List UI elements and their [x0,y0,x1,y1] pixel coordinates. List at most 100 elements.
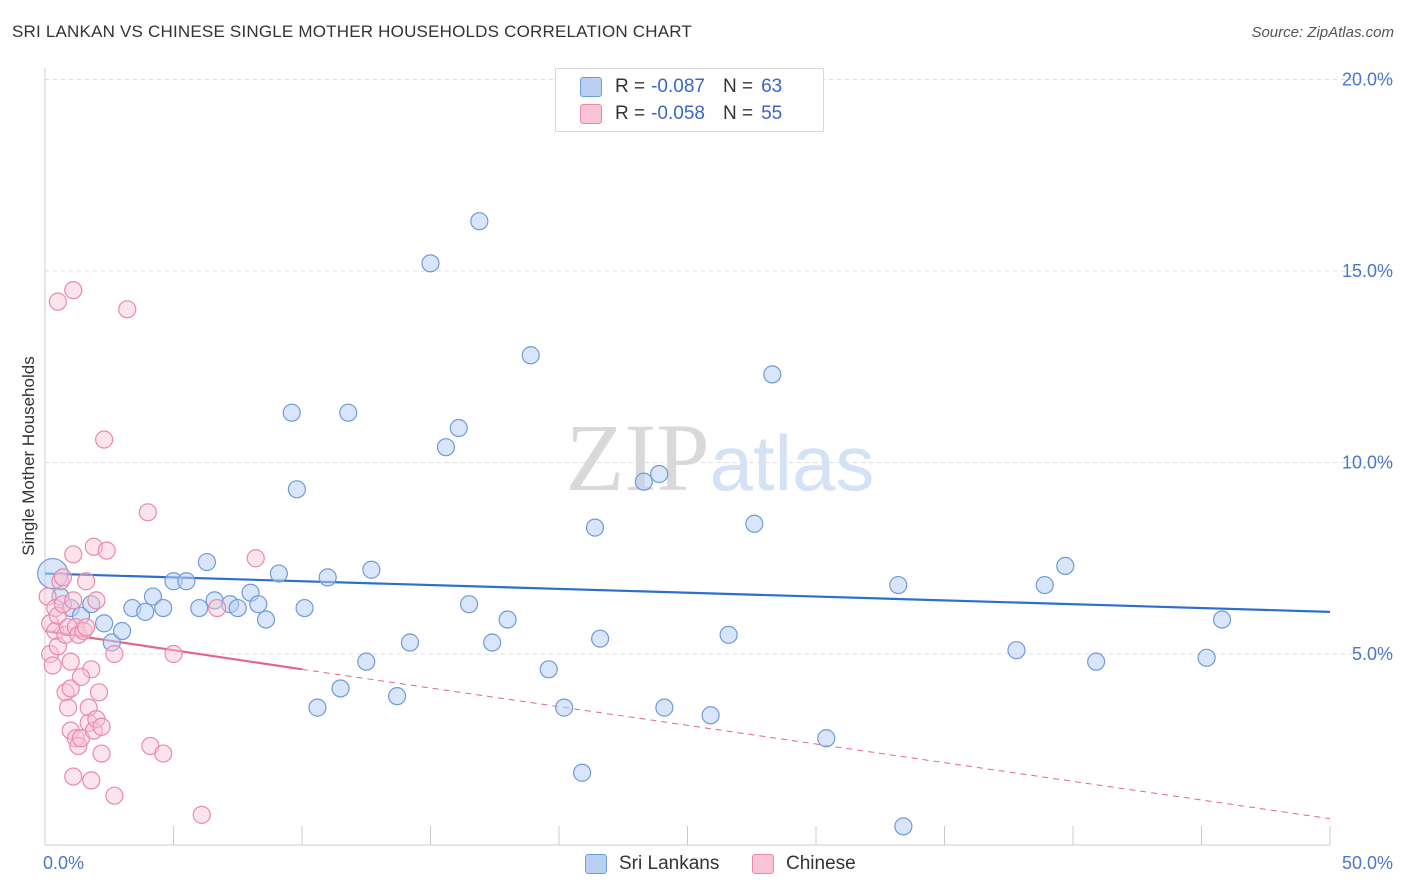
sri-lankan-point [282,403,301,422]
sri-lankan-point [817,729,836,748]
chinese-point [92,744,111,763]
series-legend-chinese: Chinese [752,851,856,877]
y-tick-label: 20.0% [1342,70,1393,90]
sri-lankan-trend-line [44,572,1331,613]
sri-lankan-point [1007,641,1026,660]
x-tick-label: 50.0% [1342,853,1393,873]
chart-title: SRI LANKAN VS CHINESE SINGLE MOTHER HOUS… [12,22,693,41]
chinese-point [87,591,106,610]
trend-lines [44,572,1331,820]
chinese-point [89,683,109,702]
legend-n-label: N = [722,76,754,97]
sri-lankan-point [112,621,132,641]
chinese-point [64,545,83,564]
sri-lankan-point [421,254,440,273]
sri-lankan-point [585,518,605,537]
sri-lankan-point [555,698,574,717]
sri-lankan-point [719,625,738,644]
sri-lankan-point [889,575,908,595]
chinese-point [53,568,73,587]
data-points [37,212,1232,836]
chinese-point [43,656,62,675]
series-swatch-chinese [752,854,774,874]
legend-r-label: R = [615,76,646,97]
legend-row-chinese: R = -0.058 N = 55 [580,101,782,127]
chinese-point [64,591,83,610]
chinese-point [59,618,78,637]
chinese-point [61,652,80,671]
sri-lankan-point [573,763,592,782]
sri-lankan-point [1197,648,1216,667]
sri-lankan-point [308,698,327,717]
chinese-point [53,595,73,614]
sri-lankan-point [287,480,306,499]
chinese-point [97,541,116,560]
sri-lankan-point [449,418,468,438]
sri-lankan-point [650,464,669,484]
sri-lankan-point [483,633,502,652]
sri-lankan-point [95,614,114,633]
sri-lankan-point [745,514,764,533]
chinese-point [48,606,67,625]
sri-lankan-point [197,552,217,572]
sri-lankan-point [655,698,674,717]
sri-lankan-point [143,587,163,606]
sri-lankan-point [1087,652,1106,671]
y-tick-label: 5.0% [1352,644,1393,664]
chinese-point [118,300,137,319]
chinese-point [92,717,111,736]
chinese-trend-extension [301,668,1331,820]
sri-lankan-point [228,598,247,618]
chinese-point [95,430,114,449]
sri-lankan-point [357,652,376,671]
sri-lankan-point [894,817,913,836]
chinese-trend-line [44,629,303,671]
chinese-point [64,767,83,786]
sri-lankan-point [269,564,288,583]
sri-lankan-point [102,633,121,652]
chinese-point [82,660,101,679]
sri-lankan-point [521,346,540,365]
legend-r-value: -0.087 [651,76,705,97]
chinese-point [61,679,80,698]
source-credit: Source: ZipAtlas.com [1251,24,1394,41]
watermark: ZIPatlas [566,404,875,511]
legend-r-label: R = [615,103,646,124]
legend-swatch-sri-lankans [580,77,602,97]
chinese-point [77,572,96,591]
sri-lankan-point [339,403,358,422]
chinese-point [154,744,173,763]
chinese-point [41,644,60,664]
sri-lankan-point [318,568,337,587]
legend-r-value: -0.058 [651,103,705,124]
chinese-point [138,503,157,522]
chinese-point [64,281,83,300]
legend-n-value: 55 [761,103,783,124]
sri-lankan-point [331,679,350,698]
sri-lankan-point [387,687,407,706]
series-swatch-sri-lankans [585,854,607,874]
y-tick-label: 15.0% [1342,261,1393,281]
chinese-point [192,805,211,824]
sri-lankan-point [154,598,173,618]
legend-row-sri-lankans: R = -0.087 N = 63 [580,74,782,100]
sri-lankan-point [470,212,489,231]
sri-lankan-point [37,557,69,590]
sri-lankan-point [436,438,456,457]
axes [44,68,1331,846]
chinese-point [59,698,78,717]
correlation-legend: R = -0.087 N = 63 R = -0.058 N = 55 [555,68,824,132]
series-label-sri-lankans: Sri Lankans [619,853,720,874]
sri-lankan-point [1056,556,1075,576]
sri-lankan-point [295,598,314,618]
sri-lankan-point [177,572,196,591]
sri-lankan-point [1035,575,1054,595]
sri-lankan-point [190,598,209,618]
y-tick-label: 10.0% [1342,453,1393,473]
chinese-point [82,771,101,790]
legend-n-label: N = [722,103,754,124]
series-legend-sri-lankans: Sri Lankans [585,851,719,877]
chinese-point [48,292,67,311]
sri-lankan-point [701,706,720,725]
